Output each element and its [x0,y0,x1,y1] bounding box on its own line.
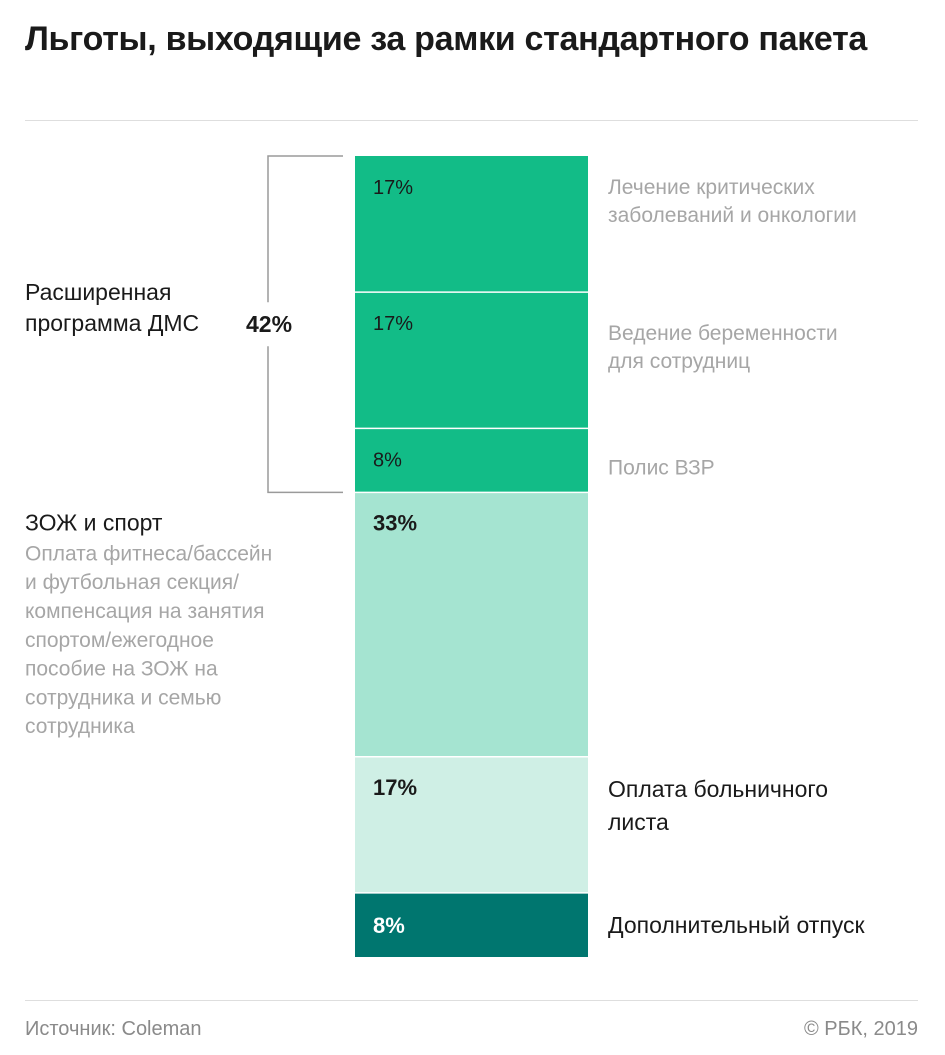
chart-title: Льготы, выходящие за рамки стандартного … [25,20,868,58]
value-label-healthy-lifestyle: 33% [373,510,417,535]
value-label-extra-vacation: 8% [373,913,405,938]
category-label-critical-illness: Лечение критических заболеваний и онколог… [608,176,857,227]
value-label-pregnancy: 17% [373,313,413,335]
category-label-travel-insurance: Полис ВЗР [608,456,715,479]
group-bracket-dms [267,155,343,494]
stacked-bar-chart: 17% 17% 8% 33% 17% 8% Лечение критически… [25,155,866,957]
bar-segment-travel-insurance [355,428,588,493]
value-label-critical-illness: 17% [373,177,413,199]
value-label-travel-insurance: 8% [373,449,402,471]
group-label-healthy-lifestyle: ЗОЖ и спорт [25,509,163,535]
top-divider [25,120,918,121]
bar-segment-sick-leave [355,756,588,893]
copyright-note: © РБК, 2019 [803,1018,918,1040]
group-description-healthy-lifestyle: Оплата фитнеса/бассейн и футбольная секци… [25,542,272,738]
group-label-dms: Расширенная программа ДМС [25,279,199,336]
bar-segment-critical-illness [355,156,588,293]
category-label-pregnancy: Ведение беременности для сотрудниц [608,322,838,373]
category-label-sick-leave: Оплата больничного листа [608,776,828,835]
bottom-divider [25,1000,918,1001]
bar-segment-extra-vacation [355,892,588,957]
value-label-sick-leave: 17% [373,775,417,800]
source-note: Источник: Coleman [25,1018,202,1040]
group-total-dms: 42% [246,311,292,337]
bar-segment-pregnancy [355,292,588,429]
bar-segment-healthy-lifestyle [355,492,588,757]
category-label-extra-vacation: Дополнительный отпуск [608,912,866,938]
